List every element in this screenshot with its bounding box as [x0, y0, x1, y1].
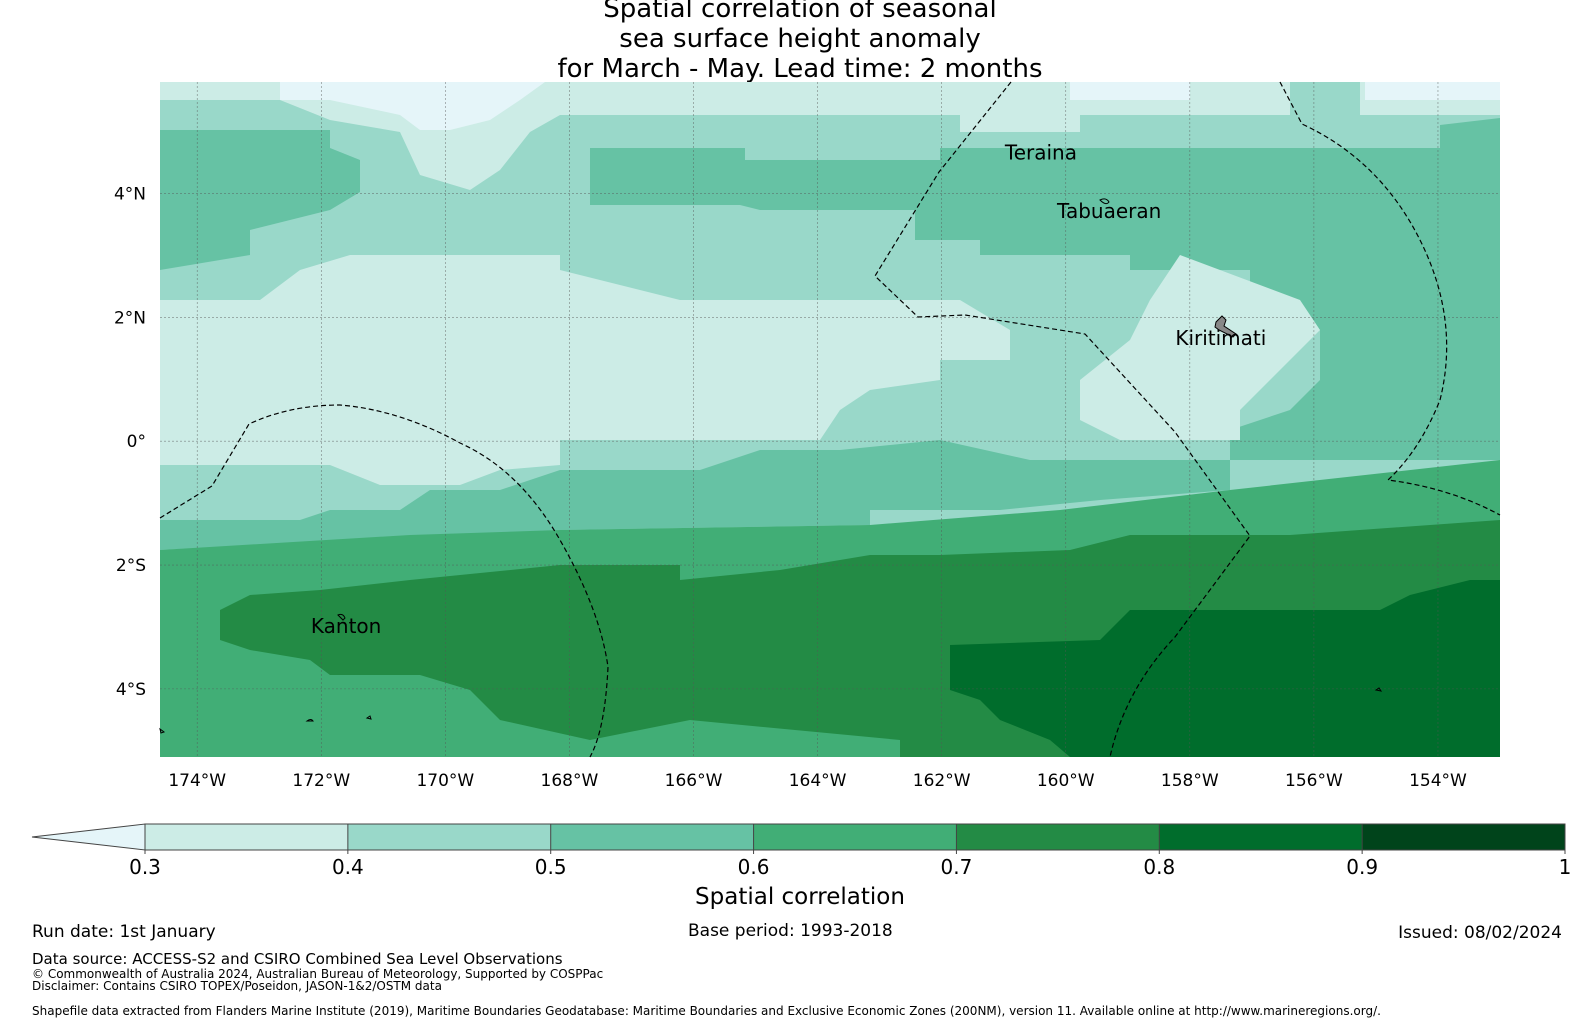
x-tick-label: 158°W [1161, 771, 1219, 791]
eez-boundary-kiribati-line-north [874, 81, 1251, 758]
island-tabuaeran-shape [1099, 198, 1110, 205]
x-tick-label: 166°W [665, 771, 723, 791]
base-period: Base period: 1993-2018 [688, 921, 893, 941]
y-tick-label: 4°S [116, 680, 146, 700]
y-tick-label: 0° [127, 432, 146, 452]
colorbar-swatch [145, 824, 348, 850]
eez-boundaries [159, 81, 1501, 758]
place-label: Kiritimati [1175, 326, 1266, 350]
x-tick-label: 172°W [292, 771, 350, 791]
field-band-mid-north [160, 130, 360, 270]
x-tick-label: 164°W [789, 771, 847, 791]
island-kiritimati-shape [1214, 315, 1237, 338]
colorbar-swatch [956, 824, 1160, 850]
colorbar-tick-label: 0.3 [129, 855, 161, 879]
colorbar-tick-label: 0.6 [738, 855, 770, 879]
x-tick-label: 156°W [1285, 771, 1343, 791]
x-tick-label: 174°W [168, 771, 226, 791]
y-axis-ticks: 4°N 2°N 0° 2°S 4°S [114, 184, 146, 699]
x-axis-ticks: 174°W 172°W 170°W 168°W 166°W 164°W 162°W 160°W… [168, 771, 1467, 791]
place-label: Tabuaeran [1056, 199, 1161, 223]
eez-boundary-kiribati-line-east [1279, 81, 1501, 516]
y-tick-label: 2°S [116, 556, 146, 576]
y-tick-label: 2°N [114, 308, 146, 328]
field-band-lowest-north [280, 82, 545, 130]
colorbar-tick-label: 0.7 [941, 855, 973, 879]
x-tick-label: 170°W [416, 771, 474, 791]
place-label: Teraina [1004, 140, 1077, 164]
title-line-2: sea surface height anomaly [619, 24, 981, 54]
colorbar-swatch [347, 824, 551, 850]
colorbar: 0.3 0.4 0.5 0.6 0.7 0.8 0.9 1 [31, 823, 1572, 879]
island-small-2 [365, 715, 372, 720]
field-band-light-center [160, 255, 1010, 485]
colorbar-tick-label: 0.9 [1346, 855, 1378, 879]
island-small-3 [1374, 687, 1383, 692]
title-line-3: for March - May. Lead time: 2 months [557, 54, 1043, 84]
colorbar-swatch [753, 824, 957, 850]
colorbar-swatch [1362, 824, 1565, 850]
colorbar-swatch [1159, 824, 1363, 850]
run-date: Run date: 1st January [32, 922, 216, 942]
field-band-mid-south [160, 440, 1230, 550]
graticule [160, 82, 1500, 757]
data-source: Data source: ACCESS-S2 and CSIRO Combine… [32, 950, 563, 968]
correlation-field [160, 82, 1500, 757]
colorbar-tick-label: 0.4 [332, 855, 364, 879]
x-tick-label: 160°W [1037, 771, 1095, 791]
eez-boundary-kiribati-phoenix [159, 404, 609, 758]
colorbar-under-arrow [31, 823, 146, 851]
field-band-lowest-ne [1070, 82, 1190, 100]
x-tick-label: 162°W [913, 771, 971, 791]
colorbar-tick-label: 1 [1559, 855, 1572, 879]
colorbar-swatch [550, 824, 754, 850]
islands [159, 198, 1383, 734]
map-title: Spatial correlation of seasonal sea surf… [0, 0, 1590, 84]
colorbar-tick-label: 0.5 [535, 855, 567, 879]
field-band-highest-south [950, 580, 1500, 757]
island-small-4 [159, 727, 166, 734]
place-label: Kanton [311, 614, 381, 638]
y-tick-label: 4°N [114, 184, 146, 204]
x-tick-label: 154°W [1409, 771, 1467, 791]
island-small-1 [305, 719, 314, 722]
place-labels: Teraina Tabuaeran Kiritimati Kanton [311, 140, 1266, 638]
disclaimer: Disclaimer: Contains CSIRO TOPEX/Poseido… [32, 979, 442, 993]
map-plot-area: Teraina Tabuaeran Kiritimati Kanton [159, 81, 1501, 758]
issued-date: Issued: 08/02/2024 [1398, 923, 1562, 943]
copyright: © Commonwealth of Australia 2024, Austra… [32, 967, 604, 981]
x-tick-label: 168°W [541, 771, 599, 791]
colorbar-label: Spatial correlation [695, 884, 905, 910]
title-line-1: Spatial correlation of seasonal [603, 0, 997, 24]
colorbar-tick-label: 0.8 [1143, 855, 1175, 879]
shapefile-credit: Shapefile data extracted from Flanders M… [32, 1004, 1381, 1018]
island-kanton-shape [337, 613, 346, 621]
field-band-lowest-ne2 [1365, 82, 1500, 100]
